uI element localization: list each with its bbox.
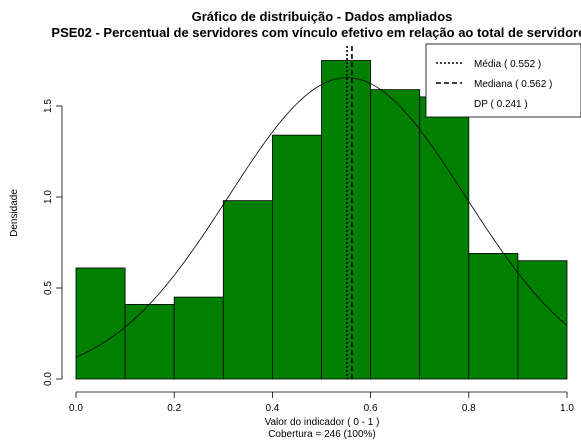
chart-title: Gráfico de distribuição - Dados ampliado… — [192, 9, 453, 24]
histogram-bar — [370, 89, 421, 380]
x-tick-label: 0.6 — [364, 403, 378, 414]
legend-sd-label: DP ( 0.241 ) — [474, 99, 528, 110]
coverage-label: Cobertura = 246 (100%) — [268, 429, 376, 440]
histogram-bar — [75, 267, 126, 380]
histogram-bar — [124, 303, 175, 380]
histogram-bar — [517, 260, 568, 380]
legend-median-label: Mediana ( 0.562 ) — [474, 79, 552, 90]
histogram-bar — [271, 134, 322, 380]
y-axis-label: Densidade — [9, 189, 20, 237]
y-tick-label: 1.0 — [43, 190, 54, 204]
histogram-bar — [468, 253, 519, 380]
x-tick-label: 0.8 — [462, 403, 476, 414]
x-axis-label: Valor do indicador ( 0 - 1 ) — [265, 417, 380, 428]
y-tick-label: 0.0 — [43, 372, 54, 386]
chart-subtitle: PSE02 - Percentual de servidores com vín… — [51, 25, 581, 40]
x-tick-label: 0.0 — [69, 403, 83, 414]
x-axis: 0.0 0.2 0.4 0.6 0.8 1.0 — [69, 391, 574, 414]
legend-box — [425, 43, 581, 118]
histogram-bar — [222, 200, 273, 380]
x-tick-label: 0.2 — [167, 403, 181, 414]
x-tick-label: 1.0 — [560, 403, 574, 414]
legend-mean-label: Média ( 0.552 ) — [474, 59, 541, 70]
normal-density-curve — [75, 77, 568, 358]
y-tick-label: 0.5 — [43, 281, 54, 295]
legend: Média ( 0.552 ) Mediana ( 0.562 ) DP ( 0… — [425, 43, 581, 118]
histogram-bars — [75, 60, 568, 380]
y-tick-label: 1.5 — [43, 99, 54, 113]
histogram-bar — [173, 296, 224, 380]
y-axis: 0.0 0.5 1.0 1.5 — [43, 99, 63, 386]
histogram-bar — [321, 60, 371, 380]
x-tick-label: 0.4 — [265, 403, 279, 414]
histogram-bar — [419, 96, 470, 380]
